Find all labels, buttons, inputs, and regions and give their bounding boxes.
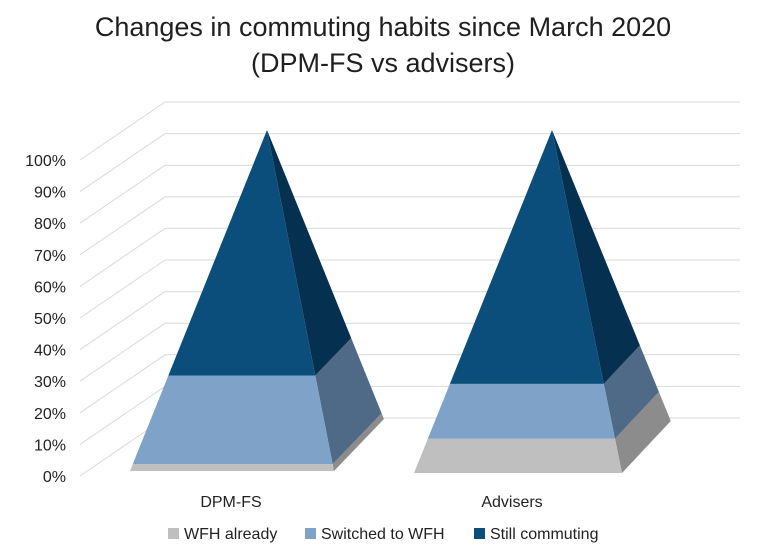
category-labels: DPM-FS Advisers bbox=[200, 494, 542, 511]
segment-side bbox=[552, 130, 640, 384]
segment-switched-to-wfh bbox=[427, 383, 615, 439]
pyramid-dpm-fs bbox=[130, 130, 384, 471]
gridline-diagonal bbox=[79, 101, 166, 161]
legend-swatch bbox=[168, 528, 179, 539]
gridline-diagonal bbox=[79, 259, 166, 319]
y-tick-label: 20% bbox=[34, 406, 66, 423]
y-axis-ticks: 0% 10% 20% 30% 40% 50% 60% 70% 80% 90% 100% bbox=[25, 153, 66, 486]
segment-still-commuting bbox=[449, 130, 604, 384]
y-tick-label: 80% bbox=[34, 216, 66, 233]
category-label: Advisers bbox=[481, 494, 542, 511]
gridline-diagonal bbox=[79, 385, 166, 445]
gridline-diagonal bbox=[79, 354, 166, 414]
segment-side bbox=[315, 338, 382, 465]
legend-swatch bbox=[305, 528, 316, 539]
segment-side bbox=[615, 391, 671, 473]
y-tick-label: 40% bbox=[34, 343, 66, 360]
y-tick-label: 90% bbox=[34, 185, 66, 202]
gridline-diagonal bbox=[79, 164, 166, 224]
segment-side bbox=[603, 345, 659, 439]
gridline-diagonal bbox=[79, 322, 166, 382]
segment-wfh-already bbox=[130, 464, 334, 471]
gridline-diagonal bbox=[79, 291, 166, 351]
gridline-diagonal bbox=[79, 133, 166, 193]
segment-wfh-already bbox=[414, 438, 622, 473]
y-tick-label: 100% bbox=[25, 153, 66, 170]
gridline-diagonal bbox=[79, 227, 166, 287]
legend-label: WFH already bbox=[184, 526, 277, 543]
segment-switched-to-wfh bbox=[132, 375, 333, 465]
category-label: DPM-FS bbox=[200, 494, 261, 511]
legend-label: Still commuting bbox=[490, 526, 598, 543]
y-tick-label: 10% bbox=[34, 437, 66, 454]
y-tick-label: 70% bbox=[34, 248, 66, 265]
segment-side bbox=[267, 130, 352, 376]
y-tick-label: 0% bbox=[43, 469, 66, 486]
legend: WFH already Switched to WFH Still commutin… bbox=[168, 526, 598, 543]
y-tick-label: 50% bbox=[34, 311, 66, 328]
y-tick-label: 60% bbox=[34, 279, 66, 296]
gridline-diagonal bbox=[79, 196, 166, 256]
pyramids bbox=[130, 130, 671, 473]
chart-title-line-2: (DPM-FS vs advisers) bbox=[251, 48, 515, 78]
y-tick-label: 30% bbox=[34, 374, 66, 391]
segment-side bbox=[332, 413, 384, 471]
chart-title-line-1: Changes in commuting habits since March … bbox=[95, 12, 671, 42]
segment-still-commuting bbox=[168, 130, 316, 376]
legend-swatch bbox=[474, 528, 485, 539]
legend-label: Switched to WFH bbox=[321, 526, 445, 543]
pyramid-advisers bbox=[414, 130, 671, 473]
